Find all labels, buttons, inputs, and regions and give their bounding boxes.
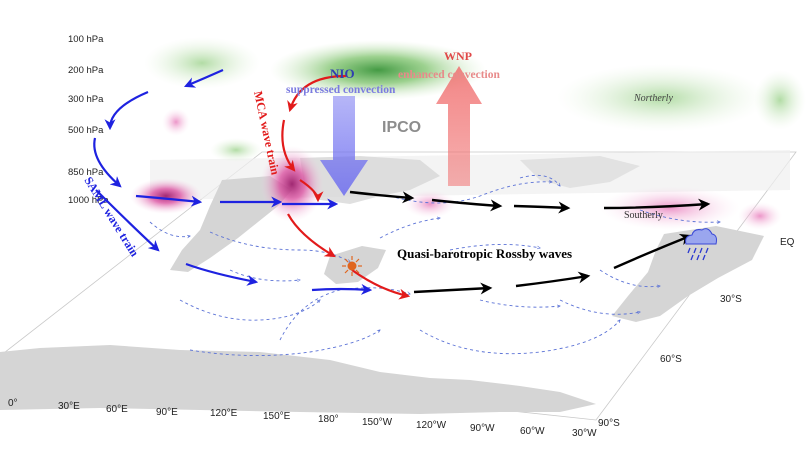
upper-level-anomalies (144, 37, 806, 162)
green-anomaly-edge (754, 70, 806, 130)
latitude-tick: 60°S (660, 354, 682, 365)
level-label: 200 hPa (68, 65, 104, 76)
longitude-tick: 30°W (572, 428, 597, 439)
pink-anomaly-southerly (600, 186, 740, 230)
enhanced-convection-label: enhanced convection (398, 69, 501, 81)
longitude-tick: 90°E (156, 407, 178, 418)
latitude-tick: 90°S (598, 418, 620, 429)
level-label: 300 hPa (68, 94, 104, 105)
saml-wave-train (93, 68, 373, 295)
mca-wave-train (281, 74, 411, 300)
longitude-tick: 150°E (263, 411, 291, 422)
green-anomaly-indian-ocean (144, 37, 260, 89)
suppressed-convection-label: suppressed convection (286, 84, 396, 96)
pink-anomaly-upper (162, 108, 190, 136)
sun-heating-icon (342, 256, 362, 276)
antarctica-landmass (0, 345, 596, 414)
longitude-tick: 150°W (362, 417, 393, 428)
latitude-axis: EQ 30°S 60°S 90°S (598, 237, 795, 429)
suppressed-convection-arrow (320, 96, 368, 196)
southerly-label: Southerly (624, 210, 663, 221)
ipco-label: IPCO (382, 119, 421, 136)
longitude-tick: 120°E (210, 408, 238, 419)
south-america-landmass (612, 226, 764, 322)
longitude-tick: 60°E (106, 404, 128, 415)
level-label: 500 hPa (68, 125, 104, 136)
rain-cloud-icon (685, 228, 717, 261)
green-anomaly-northerly (557, 64, 767, 132)
africa-landmass (170, 176, 292, 272)
longitude-tick: 0° (8, 398, 18, 409)
longitude-axis: 0° 30°E 60°E 90°E 120°E 150°E 180° 150°W… (8, 398, 597, 439)
longitude-tick: 60°W (520, 426, 545, 437)
level-label: 100 hPa (68, 34, 104, 45)
longitude-tick: 90°W (470, 423, 495, 434)
green-anomaly-small (210, 138, 262, 162)
pink-anomaly-east (738, 202, 782, 230)
wnp-label: WNP (444, 49, 472, 63)
northerly-label: Northerly (633, 93, 673, 104)
rossby-wave-arrows (349, 190, 711, 295)
longitude-tick: 120°W (416, 420, 447, 431)
nio-label: NIO (330, 66, 355, 81)
north-america-landmass (520, 156, 640, 188)
green-anomaly-nio (270, 40, 486, 100)
longitude-tick: 30°E (58, 401, 80, 412)
pink-anomaly-west (130, 178, 202, 214)
latitude-tick: 30°S (720, 294, 742, 305)
enhanced-convection-arrow (436, 66, 482, 186)
longitude-tick: 180° (318, 414, 339, 425)
rossby-waves-label: Quasi-barotropic Rossby waves (397, 246, 572, 261)
latitude-tick: EQ (780, 237, 795, 248)
level-label: 850 hPa (68, 167, 104, 178)
pink-anomaly-mid (404, 190, 456, 218)
level-label: 1000 hPa (68, 195, 109, 206)
pressure-axis: 100 hPa 200 hPa 300 hPa 500 hPa 850 hPa … (68, 34, 109, 206)
